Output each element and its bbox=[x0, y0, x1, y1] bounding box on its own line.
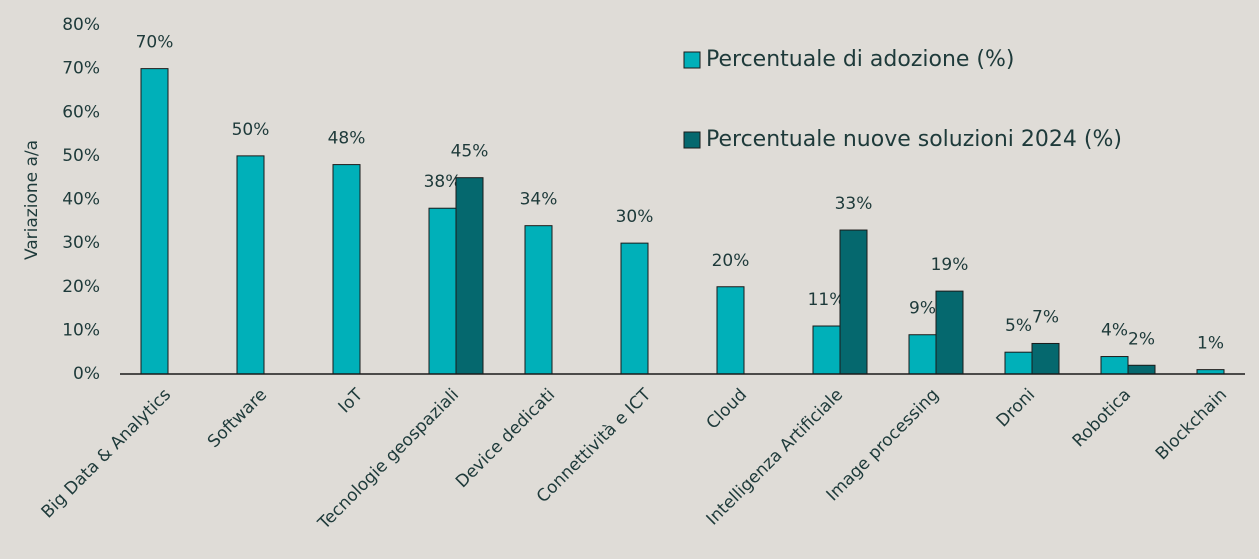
bar bbox=[1004, 351, 1033, 375]
value-label: 1% bbox=[1197, 334, 1224, 354]
value-label: 5% bbox=[1005, 316, 1032, 336]
value-label: 30% bbox=[616, 207, 654, 227]
value-label: 19% bbox=[931, 255, 969, 275]
bar bbox=[455, 177, 484, 375]
value-label: 33% bbox=[835, 194, 873, 214]
y-tick-label: 60% bbox=[62, 102, 100, 122]
value-label: 70% bbox=[136, 33, 174, 53]
value-label: 11% bbox=[808, 290, 846, 310]
value-label: 48% bbox=[328, 129, 366, 149]
bar bbox=[332, 164, 361, 375]
bar bbox=[1100, 356, 1129, 375]
bar bbox=[1127, 364, 1156, 375]
bar bbox=[524, 225, 553, 375]
bar bbox=[716, 286, 745, 375]
bar bbox=[812, 325, 841, 375]
legend-label: Percentuale di adozione (%) bbox=[706, 47, 1014, 72]
bar bbox=[428, 207, 457, 375]
value-label: 34% bbox=[520, 190, 558, 210]
bar bbox=[935, 290, 964, 375]
bar bbox=[236, 155, 265, 375]
y-tick-label: 10% bbox=[62, 320, 100, 340]
y-tick-label: 0% bbox=[73, 364, 100, 384]
value-label: 38% bbox=[424, 172, 462, 192]
value-label: 7% bbox=[1032, 307, 1059, 327]
y-tick-label: 70% bbox=[62, 59, 100, 79]
value-label: 4% bbox=[1101, 321, 1128, 341]
y-tick-label: 50% bbox=[62, 146, 100, 166]
value-label: 9% bbox=[909, 299, 936, 319]
bar bbox=[140, 68, 169, 375]
bar bbox=[1031, 342, 1060, 375]
y-tick-label: 40% bbox=[62, 190, 100, 210]
legend-swatch bbox=[683, 131, 701, 149]
value-label: 20% bbox=[712, 251, 750, 271]
y-tick-label: 80% bbox=[62, 15, 100, 35]
y-tick-label: 20% bbox=[62, 277, 100, 297]
legend-swatch bbox=[683, 51, 701, 69]
value-label: 50% bbox=[232, 120, 270, 140]
bar bbox=[620, 242, 649, 375]
value-label: 2% bbox=[1128, 329, 1155, 349]
y-axis-label: Variazione a/a bbox=[22, 140, 42, 260]
bar bbox=[839, 229, 868, 375]
y-tick-label: 30% bbox=[62, 233, 100, 253]
bar bbox=[908, 334, 937, 375]
value-label: 45% bbox=[451, 142, 489, 162]
legend-label: Percentuale nuove soluzioni 2024 (%) bbox=[706, 127, 1122, 152]
